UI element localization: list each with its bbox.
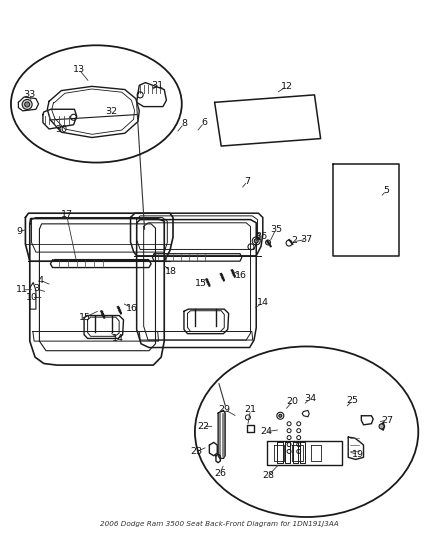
Text: 14: 14 [257, 298, 269, 307]
Text: 29: 29 [218, 405, 230, 414]
Text: 31: 31 [152, 81, 164, 90]
Text: 1: 1 [256, 233, 262, 241]
Text: 27: 27 [381, 416, 393, 424]
Text: 20: 20 [286, 397, 299, 406]
Text: 3: 3 [33, 285, 39, 293]
Text: 8: 8 [181, 119, 187, 128]
Text: 19: 19 [352, 450, 364, 458]
Text: 16: 16 [235, 271, 247, 280]
Text: 2006 Dodge Ram 3500 Seat Back-Front Diagram for 1DN191J3AA: 2006 Dodge Ram 3500 Seat Back-Front Diag… [99, 521, 339, 527]
Text: 25: 25 [346, 397, 359, 405]
Text: 36: 36 [255, 232, 267, 240]
Text: 33: 33 [24, 91, 36, 99]
Text: 5: 5 [383, 187, 389, 195]
Text: 10: 10 [25, 293, 38, 302]
Text: 14: 14 [112, 335, 124, 343]
Circle shape [379, 424, 384, 429]
Text: 21: 21 [244, 406, 257, 414]
Text: 6: 6 [201, 118, 207, 127]
Circle shape [254, 239, 258, 243]
Text: 26: 26 [214, 469, 226, 478]
Text: 32: 32 [105, 108, 117, 116]
Text: 11: 11 [16, 286, 28, 294]
Text: 15: 15 [79, 313, 92, 321]
Text: 24: 24 [260, 427, 272, 436]
Text: 17: 17 [60, 211, 73, 219]
Text: 9: 9 [16, 227, 22, 236]
Text: 35: 35 [270, 225, 282, 233]
Text: 12: 12 [281, 82, 293, 91]
Text: 34: 34 [304, 394, 316, 403]
Text: 23: 23 [190, 448, 202, 456]
Text: 15: 15 [195, 279, 207, 288]
Text: 28: 28 [262, 472, 274, 480]
Text: 22: 22 [197, 422, 209, 431]
Text: 13: 13 [73, 65, 85, 74]
Text: 16: 16 [126, 304, 138, 312]
Text: 7: 7 [244, 177, 251, 185]
Text: 4: 4 [37, 276, 43, 285]
Text: 37: 37 [300, 235, 313, 244]
Circle shape [25, 102, 30, 107]
Circle shape [22, 100, 32, 109]
Text: 30: 30 [55, 125, 67, 134]
Circle shape [279, 414, 282, 417]
Text: 18: 18 [165, 267, 177, 276]
Circle shape [265, 240, 271, 245]
Text: 2: 2 [291, 237, 297, 245]
